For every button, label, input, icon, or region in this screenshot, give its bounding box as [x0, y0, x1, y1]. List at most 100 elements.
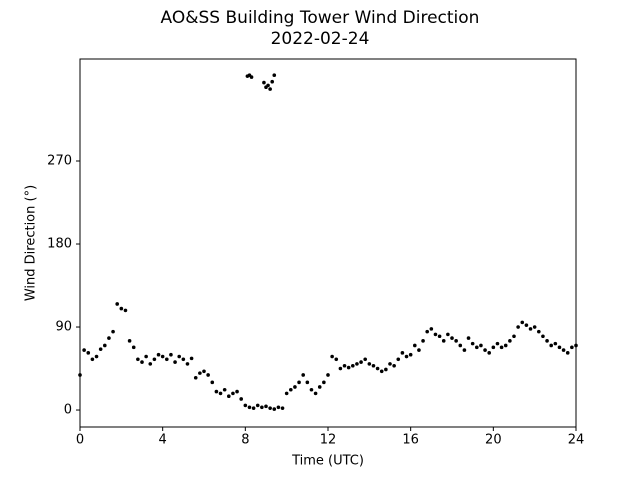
data-point [103, 343, 107, 348]
data-point [417, 348, 421, 352]
data-point [262, 80, 266, 85]
data-point [454, 339, 458, 343]
data-point [249, 75, 254, 79]
plot-frame [79, 58, 577, 428]
data-point [293, 385, 297, 389]
data-point [131, 345, 136, 350]
data-point [466, 336, 471, 340]
y-tick-label: 180 [47, 237, 72, 252]
x-tick-label: 24 [568, 433, 585, 448]
data-point [384, 367, 388, 372]
data-point [98, 347, 103, 351]
data-point [276, 405, 281, 410]
data-point [421, 339, 425, 343]
data-point [334, 357, 339, 362]
data-point [136, 357, 140, 362]
data-point [144, 354, 148, 359]
y-tick-label: 90 [55, 320, 72, 335]
x-tick-label: 12 [320, 433, 337, 448]
data-point [305, 380, 310, 385]
data-point [446, 332, 450, 337]
data-point [483, 348, 487, 352]
data-point [330, 354, 334, 359]
x-tick-label: 8 [241, 433, 249, 448]
data-point [160, 354, 165, 359]
data-point [266, 83, 270, 88]
data-point [289, 387, 293, 392]
data-point [193, 375, 198, 380]
data-point [479, 343, 483, 348]
data-point [326, 373, 330, 377]
data-point [367, 362, 372, 366]
data-point [396, 357, 401, 362]
data-point [565, 351, 570, 355]
x-tick-label: 20 [485, 433, 502, 448]
data-point [392, 363, 396, 368]
data-point [247, 405, 252, 410]
data-point [260, 405, 264, 410]
data-point [470, 341, 475, 346]
data-point [408, 352, 413, 357]
y-tick-label: 0 [64, 403, 72, 418]
data-point [532, 325, 537, 329]
x-tick-label: 16 [402, 433, 419, 448]
data-point [231, 391, 235, 396]
data-point [148, 362, 153, 366]
data-point [545, 339, 549, 343]
chart-title: AO&SS Building Tower Wind Direction [161, 8, 480, 28]
data-point [94, 354, 99, 359]
data-point [437, 334, 442, 339]
data-point [508, 339, 512, 343]
data-point [140, 360, 144, 364]
chart-subtitle: 2022-02-24 [271, 29, 370, 49]
data-point [156, 352, 161, 357]
data-point [169, 352, 173, 357]
data-point [491, 345, 496, 350]
data-point [78, 373, 82, 377]
data-point [189, 356, 194, 361]
data-point [487, 351, 492, 355]
data-point [425, 329, 430, 334]
data-point [351, 363, 355, 368]
data-point [165, 357, 169, 362]
data-point [371, 363, 376, 368]
data-point [268, 406, 272, 410]
data-point [243, 403, 248, 408]
data-point [210, 380, 215, 385]
data-point [404, 354, 409, 359]
data-point [541, 334, 545, 339]
data-point [90, 357, 95, 362]
data-point [520, 320, 525, 325]
data-point [119, 306, 124, 311]
data-point [413, 343, 417, 348]
data-point [379, 369, 384, 374]
data-point [127, 339, 132, 343]
data-point [280, 406, 285, 410]
data-point [429, 327, 434, 331]
data-point [574, 343, 578, 348]
data-point [181, 357, 186, 362]
data-point [255, 403, 260, 408]
data-point [222, 387, 227, 392]
data-point [458, 343, 463, 348]
data-point [309, 387, 314, 392]
data-point [557, 345, 562, 350]
data-point [270, 79, 275, 84]
data-point [475, 345, 479, 350]
data-point [111, 329, 115, 334]
x-tick-label: 0 [76, 433, 84, 448]
data-point [363, 357, 368, 362]
x-axis-label: Time (UTC) [291, 454, 364, 469]
data-point [503, 343, 508, 348]
data-point [450, 336, 454, 340]
data-point [342, 363, 347, 368]
data-point [272, 73, 277, 78]
data-point [214, 389, 219, 394]
data-point [537, 329, 541, 334]
data-point [235, 389, 239, 394]
data-point [359, 360, 363, 364]
data-point [272, 407, 277, 411]
data-point [86, 351, 91, 355]
data-point [152, 357, 157, 362]
